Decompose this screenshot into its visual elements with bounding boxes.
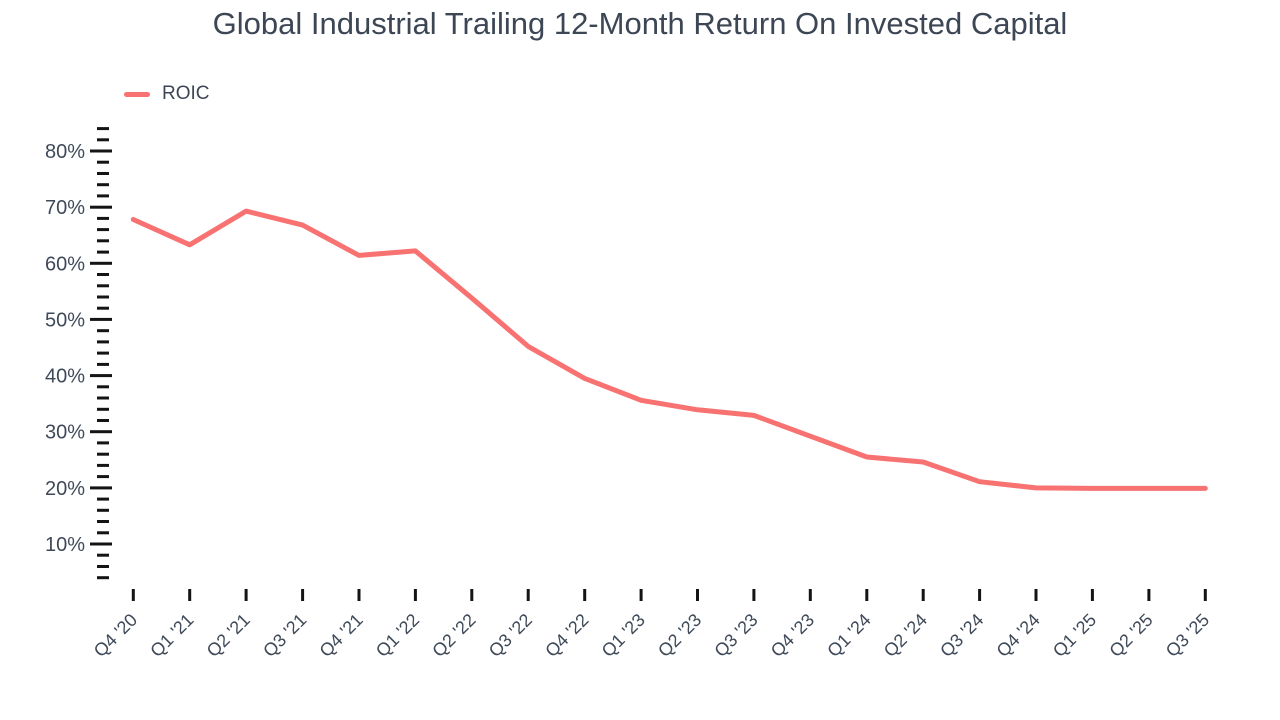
y-axis-minor-tick	[97, 160, 109, 164]
x-tick-label: Q3 '22	[485, 610, 536, 661]
y-axis-major-tick	[90, 149, 112, 153]
y-axis-minor-tick	[97, 295, 109, 299]
y-axis-minor-tick	[97, 228, 109, 232]
y-axis-major-tick	[90, 317, 112, 321]
y-tick-label: 30%	[45, 422, 85, 444]
x-axis-tick	[301, 589, 305, 601]
y-axis-minor-tick	[97, 216, 109, 220]
y-axis-minor-tick	[97, 475, 109, 479]
x-axis-tick	[752, 589, 756, 601]
y-axis-major-tick	[90, 486, 112, 490]
y-axis-minor-tick	[97, 362, 109, 366]
y-axis-minor-tick	[97, 306, 109, 310]
y-axis-minor-tick	[97, 385, 109, 389]
x-axis-tick	[1203, 589, 1207, 601]
y-axis-minor-tick	[97, 520, 109, 523]
x-tick-label: Q3 '23	[710, 610, 761, 661]
x-axis-tick	[865, 589, 869, 601]
y-axis-minor-tick	[97, 452, 109, 456]
y-tick-label: 10%	[45, 534, 85, 556]
y-tick-label: 80%	[45, 141, 85, 163]
x-tick-label: Q3 '24	[936, 610, 987, 661]
y-axis-minor-tick	[97, 463, 109, 467]
x-axis-tick	[1034, 589, 1038, 601]
x-axis-tick	[1147, 589, 1151, 601]
y-axis-minor-tick	[97, 194, 109, 198]
y-axis-minor-tick	[97, 441, 109, 445]
roic-line-series	[130, 208, 1208, 491]
y-axis-minor-tick	[97, 508, 109, 512]
y-axis-major-tick	[90, 430, 112, 434]
x-tick-label: Q1 '21	[146, 610, 197, 661]
y-axis-minor-tick	[97, 284, 109, 288]
y-axis-minor-tick	[97, 531, 109, 535]
y-axis-minor-tick	[97, 172, 109, 175]
x-tick-label: Q2 '24	[880, 610, 931, 661]
y-axis-minor-tick	[97, 419, 109, 422]
y-axis-minor-tick	[97, 250, 109, 254]
y-axis-minor-tick	[97, 565, 109, 568]
y-axis-minor-tick	[97, 127, 109, 131]
y-tick-label: 50%	[45, 309, 85, 331]
legend-line-swatch-icon	[124, 91, 150, 97]
x-tick-label: Q3 '25	[1162, 610, 1213, 661]
x-axis-tick	[188, 589, 192, 601]
x-tick-label: Q4 '23	[767, 610, 818, 661]
y-tick-label: 60%	[45, 253, 85, 275]
y-axis-minor-tick	[97, 407, 109, 411]
y-axis-major-tick	[90, 374, 112, 378]
y-tick-label: 70%	[45, 197, 85, 219]
y-axis-minor-tick	[97, 497, 109, 501]
x-tick-label: Q4 '21	[316, 610, 367, 661]
x-axis-tick	[1090, 589, 1094, 601]
x-axis-tick	[244, 589, 248, 601]
y-tick-label: 40%	[45, 366, 85, 388]
y-axis-major-tick	[90, 542, 112, 546]
legend: ROIC	[124, 83, 210, 105]
x-axis-tick	[921, 589, 925, 601]
x-axis-tick	[131, 589, 135, 601]
y-axis-minor-tick	[97, 576, 109, 580]
chart-title: Global Industrial Trailing 12-Month Retu…	[212, 6, 1068, 41]
x-axis-tick	[526, 589, 530, 601]
y-axis-minor-tick	[97, 138, 109, 142]
x-axis-tick	[696, 589, 699, 601]
x-tick-label: Q4 '20	[90, 610, 141, 661]
x-tick-label: Q2 '22	[428, 610, 479, 661]
y-axis-minor-tick	[97, 239, 109, 243]
x-axis-tick	[978, 589, 982, 601]
x-tick-label: Q1 '24	[823, 610, 874, 661]
y-axis-minor-tick	[97, 351, 109, 355]
x-tick-label: Q2 '23	[654, 610, 705, 661]
x-axis-tick	[357, 589, 361, 601]
y-axis-minor-tick	[97, 396, 109, 400]
y-axis-minor-tick	[97, 340, 109, 344]
x-tick-label: Q1 '25	[1049, 610, 1100, 661]
legend-item-roic[interactable]: ROIC	[124, 83, 210, 105]
x-axis-tick	[808, 589, 812, 601]
x-tick-label: Q4 '22	[541, 610, 592, 661]
x-tick-label: Q2 '21	[203, 610, 254, 661]
x-tick-label: Q1 '22	[372, 610, 423, 661]
y-axis-major-tick	[90, 261, 112, 265]
x-axis-tick	[413, 589, 417, 601]
x-tick-label: Q1 '23	[598, 610, 649, 661]
y-axis-minor-tick	[97, 183, 109, 187]
x-tick-label: Q3 '21	[259, 610, 310, 661]
x-tick-label: Q2 '25	[1105, 610, 1156, 661]
y-axis-major-tick	[90, 205, 112, 209]
x-tick-label: Q4 '24	[993, 610, 1044, 661]
x-axis-tick	[639, 589, 643, 601]
y-axis-minor-tick	[97, 329, 109, 333]
y-tick-label: 20%	[45, 478, 85, 500]
x-axis-tick	[583, 589, 587, 601]
y-axis-minor-tick	[97, 553, 109, 557]
y-axis-minor-tick	[97, 273, 109, 276]
x-axis-tick	[470, 589, 474, 601]
legend-label: ROIC	[162, 83, 210, 104]
